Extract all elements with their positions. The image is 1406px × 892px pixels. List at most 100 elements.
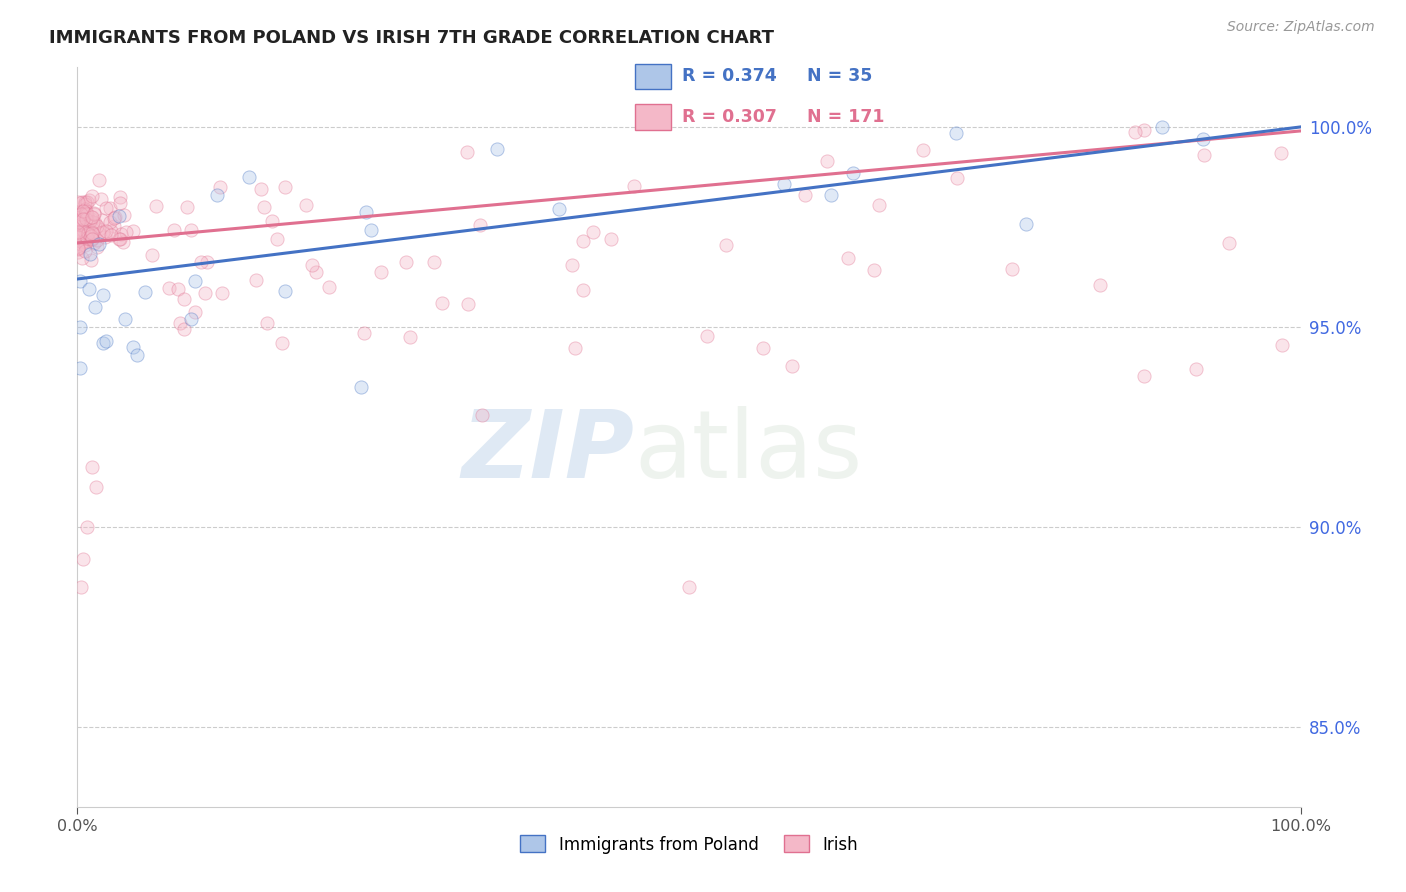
Text: atlas: atlas (634, 406, 862, 498)
Point (72, 251, 94, 265)
Point (470, 218, 492, 232)
Point (1270, 146, 1292, 161)
Point (86, 219, 108, 234)
Point (103, 219, 125, 233)
Point (100, 201, 122, 215)
Point (582, 225, 605, 239)
Point (67, 215, 90, 229)
Point (1218, 235, 1240, 250)
Point (77, 222, 100, 236)
Point (134, 285, 156, 300)
Point (1000, 262, 1022, 277)
Point (815, 154, 838, 169)
Point (547, 202, 569, 216)
Point (76, 226, 98, 240)
Point (370, 265, 392, 279)
Point (837, 251, 859, 265)
Point (75, 205, 97, 219)
Point (271, 336, 294, 351)
Point (94, 230, 117, 244)
Point (163, 223, 186, 237)
Point (714, 238, 737, 252)
Point (96, 224, 118, 238)
Point (83, 205, 105, 219)
Point (69, 210, 91, 224)
FancyBboxPatch shape (634, 104, 671, 130)
Point (69, 360, 91, 375)
Point (76, 211, 98, 225)
Point (456, 145, 478, 159)
Point (72, 235, 94, 249)
Point (80, 212, 103, 227)
Point (70, 237, 93, 252)
Point (696, 329, 718, 343)
Point (73, 234, 96, 248)
Point (67, 215, 90, 229)
Point (863, 263, 886, 277)
Text: Source: ZipAtlas.com: Source: ZipAtlas.com (1227, 20, 1375, 34)
Point (72, 217, 94, 231)
Point (77, 212, 100, 227)
Legend: Immigrants from Poland, Irish: Immigrants from Poland, Irish (512, 827, 866, 862)
Point (250, 182, 273, 196)
Point (1014, 217, 1036, 231)
Point (295, 198, 318, 212)
Point (91, 213, 114, 227)
Point (112, 235, 135, 249)
Point (110, 232, 132, 246)
Point (100, 228, 122, 243)
Point (356, 204, 378, 219)
Point (184, 274, 207, 288)
Point (69, 240, 91, 254)
Point (572, 235, 595, 249)
Point (80, 210, 103, 224)
Point (125, 348, 148, 362)
Point (80, 460, 103, 475)
Point (253, 200, 276, 214)
Point (208, 180, 231, 194)
Point (72, 219, 94, 234)
Point (73, 197, 96, 211)
Point (67, 229, 90, 244)
Point (87, 226, 110, 240)
Point (194, 286, 217, 301)
Point (104, 210, 127, 224)
Point (274, 180, 297, 194)
Point (91, 288, 114, 302)
Point (110, 227, 132, 241)
Point (623, 179, 645, 194)
Point (66, 195, 89, 210)
Point (820, 188, 842, 202)
Point (868, 198, 890, 212)
Point (91, 225, 114, 239)
Point (184, 305, 207, 319)
Point (1191, 132, 1213, 146)
Point (75, 212, 97, 227)
Point (211, 285, 233, 300)
Point (108, 209, 131, 223)
Point (67, 227, 90, 241)
Point (75, 224, 97, 238)
Point (80, 252, 103, 267)
Point (141, 248, 163, 262)
Text: N = 171: N = 171 (807, 108, 884, 126)
Point (73, 194, 96, 209)
Point (180, 312, 202, 326)
Text: R = 0.374: R = 0.374 (682, 68, 776, 86)
Point (82, 211, 104, 225)
Point (301, 258, 323, 272)
Point (266, 232, 288, 246)
Point (122, 340, 145, 354)
Point (122, 224, 145, 238)
Point (70, 580, 93, 594)
Point (77, 282, 100, 296)
Text: IMMIGRANTS FROM POLAND VS IRISH 7TH GRADE CORRELATION CHART: IMMIGRANTS FROM POLAND VS IRISH 7TH GRAD… (49, 29, 775, 46)
Point (66, 204, 89, 219)
Text: R = 0.307: R = 0.307 (682, 108, 776, 126)
Point (69, 196, 91, 211)
Point (169, 316, 191, 330)
Text: ZIP: ZIP (461, 406, 634, 498)
Point (678, 580, 700, 594)
Point (1133, 122, 1156, 136)
Point (457, 297, 479, 311)
